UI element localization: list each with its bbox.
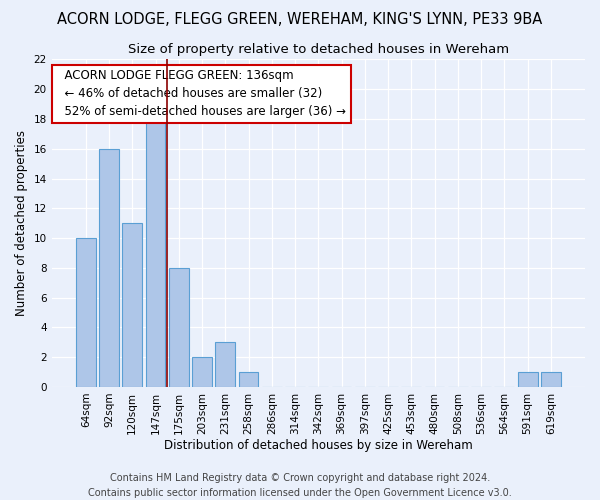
Bar xyxy=(541,372,561,387)
X-axis label: Distribution of detached houses by size in Wereham: Distribution of detached houses by size … xyxy=(164,440,473,452)
Bar xyxy=(99,149,119,387)
Bar xyxy=(215,342,235,387)
Text: ACORN LODGE, FLEGG GREEN, WEREHAM, KING'S LYNN, PE33 9BA: ACORN LODGE, FLEGG GREEN, WEREHAM, KING'… xyxy=(58,12,542,28)
Bar xyxy=(518,372,538,387)
Bar xyxy=(239,372,259,387)
Bar xyxy=(146,119,166,387)
Bar xyxy=(192,357,212,387)
Title: Size of property relative to detached houses in Wereham: Size of property relative to detached ho… xyxy=(128,42,509,56)
Y-axis label: Number of detached properties: Number of detached properties xyxy=(15,130,28,316)
Bar xyxy=(169,268,188,387)
Text: ACORN LODGE FLEGG GREEN: 136sqm
  ← 46% of detached houses are smaller (32)
  52: ACORN LODGE FLEGG GREEN: 136sqm ← 46% of… xyxy=(57,70,346,118)
Bar xyxy=(76,238,95,387)
Bar xyxy=(122,223,142,387)
Text: Contains HM Land Registry data © Crown copyright and database right 2024.
Contai: Contains HM Land Registry data © Crown c… xyxy=(88,472,512,498)
